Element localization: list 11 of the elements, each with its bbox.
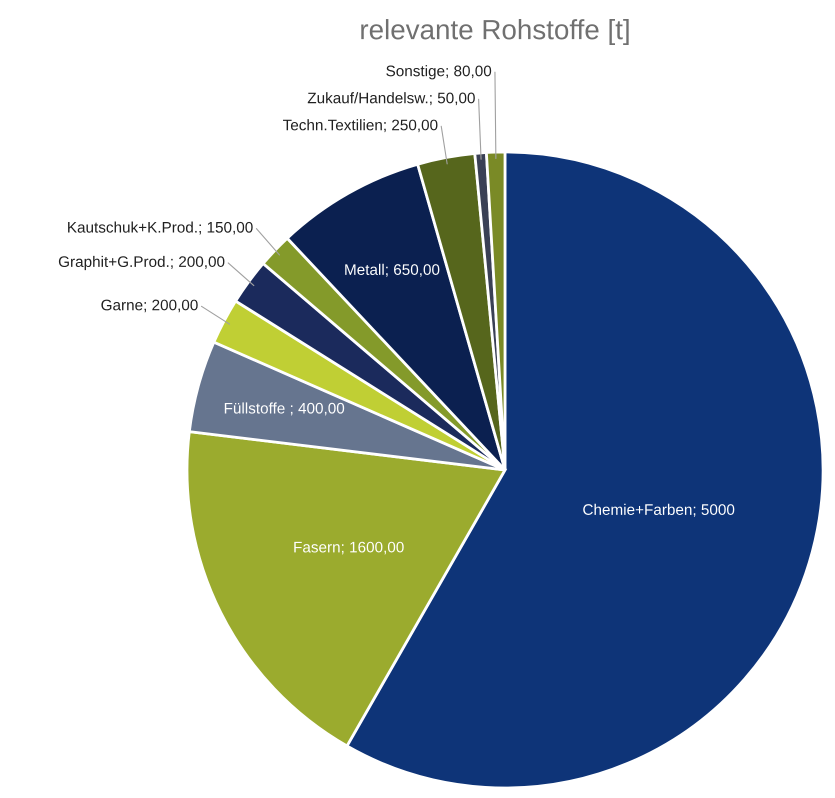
slice-label: Füllstoffe ; 400,00 (224, 402, 344, 416)
slice-label: Techn.Textilien; 250,00 (283, 119, 438, 132)
slice-label: Fasern; 1600,00 (294, 542, 404, 554)
slice-label: Kautschuk+K.Prod.; 150,00 (68, 221, 253, 235)
slice-label: Sonstige; 80,00 (386, 65, 492, 80)
slice-label: Zukauf/Handelsw.; 50,00 (308, 92, 475, 106)
slice-label: Chemie+Farben; 5000 (583, 504, 734, 517)
slice-label: Garne; 200,00 (101, 300, 198, 312)
slice-label: Metall; 650,00 (345, 264, 440, 277)
slice-label: Graphit+G.Prod.; 200,00 (58, 256, 224, 270)
chart-title: relevante Rohstoffe [t] (361, 19, 629, 45)
